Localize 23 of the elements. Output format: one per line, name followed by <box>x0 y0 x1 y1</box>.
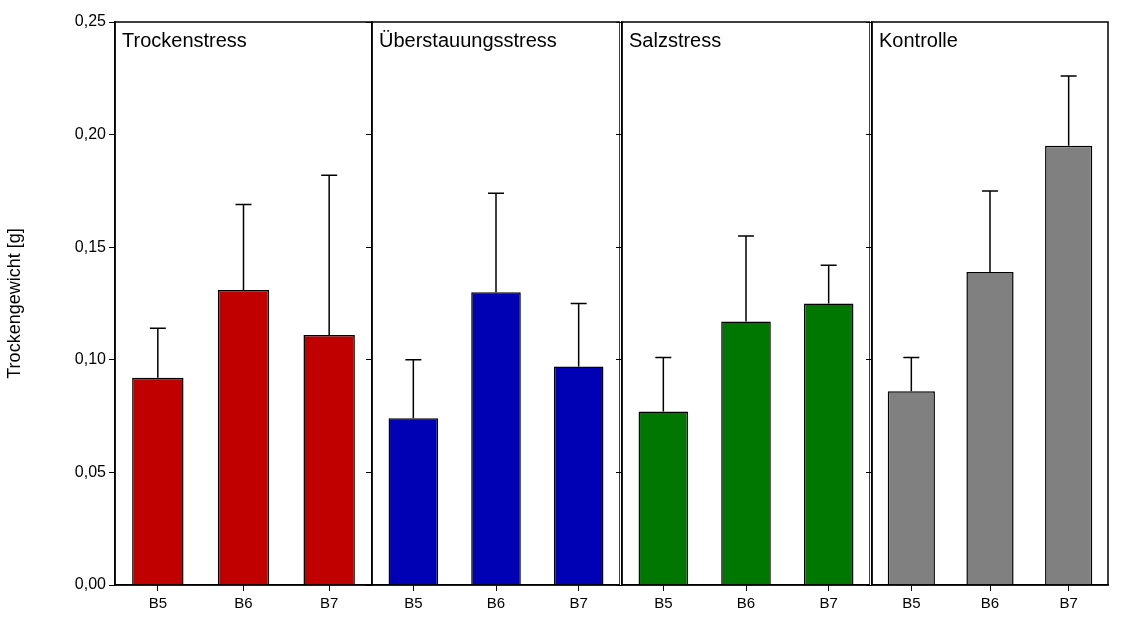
x-tick-label: B5 <box>148 594 168 612</box>
x-tick-label: B7 <box>819 594 838 612</box>
chart-title: Kontrolle <box>879 28 958 51</box>
x-tick-label: B5 <box>654 594 673 612</box>
chart-title: Salzstress <box>629 28 722 51</box>
y-tick-label: 0,05 <box>74 462 107 480</box>
chart-title: Trockenstress <box>122 28 247 51</box>
chart-title: Überstauungsstress <box>379 28 557 51</box>
y-tick-label: 0,15 <box>74 237 107 255</box>
y-tick-label: 0,25 <box>74 12 107 30</box>
x-tick-label: B5 <box>404 594 423 612</box>
x-tick-label: B7 <box>569 594 588 612</box>
y-tick-label: 0,10 <box>74 350 107 368</box>
x-tick-label: B7 <box>319 594 339 612</box>
y-axis-title: Trockengewicht [g] <box>3 228 24 379</box>
x-tick-label: B6 <box>736 594 756 612</box>
x-tick-label: B6 <box>234 594 253 612</box>
x-tick-label: B6 <box>486 594 506 612</box>
x-tick-label: B6 <box>980 594 1000 612</box>
y-tick-label: 0,20 <box>74 125 107 143</box>
x-tick-label: B7 <box>1059 594 1078 612</box>
x-tick-label: B5 <box>902 594 921 612</box>
y-tick-label: 0,00 <box>74 575 107 593</box>
